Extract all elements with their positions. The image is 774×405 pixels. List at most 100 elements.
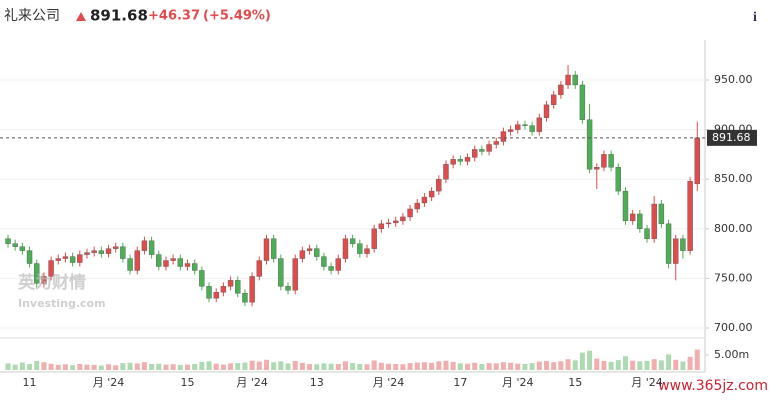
candle-body xyxy=(263,238,270,261)
volume-bar xyxy=(113,365,119,370)
candle-body xyxy=(594,167,600,170)
volume-bar xyxy=(220,364,226,370)
volume-bar xyxy=(335,364,341,370)
candle-body xyxy=(69,256,76,263)
candle-body xyxy=(378,223,385,229)
candle-body xyxy=(572,74,578,86)
candle-body xyxy=(199,270,205,287)
candle-body xyxy=(342,238,349,259)
x-tick-label: 13 xyxy=(310,376,324,389)
volume-bar xyxy=(443,360,449,370)
volume-bar xyxy=(508,362,514,370)
volume-bar xyxy=(658,360,664,370)
candle-body xyxy=(321,256,327,267)
volume-bar xyxy=(5,363,11,370)
x-tick-label: 15 xyxy=(181,376,195,389)
candle-body xyxy=(249,276,255,303)
volume-bar xyxy=(213,363,219,370)
volume-bar xyxy=(256,361,262,370)
candle-body xyxy=(292,258,298,291)
volume-bar xyxy=(637,361,643,370)
volume-bar xyxy=(206,361,212,370)
volume-bar xyxy=(608,361,614,370)
volume-bar xyxy=(551,362,557,370)
candle-body xyxy=(285,286,291,291)
volume-bar xyxy=(644,361,650,370)
volume-bar xyxy=(407,363,413,370)
stock-price: 891.68 xyxy=(90,7,148,25)
x-tick-label: 17 xyxy=(453,376,467,389)
volume-bar xyxy=(651,359,657,370)
volume-bar xyxy=(630,360,636,370)
candle-body xyxy=(522,124,528,126)
volume-bar xyxy=(472,362,478,370)
info-button[interactable]: i xyxy=(753,10,757,25)
volume-bar xyxy=(414,362,420,370)
candle-body xyxy=(400,216,406,222)
candle-body xyxy=(91,250,97,253)
candle-body xyxy=(62,256,69,259)
last-price-label: 891.68 xyxy=(712,131,751,144)
candle-body xyxy=(644,228,650,239)
candle-body xyxy=(12,243,18,247)
candle-body xyxy=(687,180,693,251)
volume-bar xyxy=(127,362,133,370)
candle-body xyxy=(349,238,356,244)
volume-bar xyxy=(91,364,97,370)
candle-body xyxy=(335,258,341,271)
volume-bar xyxy=(199,361,205,370)
candle-body xyxy=(98,250,105,254)
candle-body xyxy=(191,263,198,271)
candle-body xyxy=(586,119,593,170)
candle-body xyxy=(55,258,61,261)
candle-body xyxy=(385,222,392,225)
volume-bar xyxy=(170,364,176,370)
volume-bar xyxy=(299,362,305,370)
candle-body xyxy=(328,266,334,271)
volume-bar xyxy=(515,363,521,370)
volume-bar xyxy=(572,360,578,370)
candle-body xyxy=(421,196,428,204)
candle-body xyxy=(270,238,277,259)
candle-body xyxy=(673,238,679,264)
candle-body xyxy=(306,248,313,251)
candle-body xyxy=(235,280,241,294)
candle-body xyxy=(536,117,543,132)
x-tick-label: 月 '24 xyxy=(373,376,405,389)
candle-body xyxy=(651,203,657,239)
volume-tick-label: 5.00m xyxy=(714,348,749,361)
volume-bar xyxy=(694,349,700,370)
volume-bar xyxy=(235,363,241,370)
volume-bar xyxy=(307,364,313,370)
volume-bar xyxy=(70,365,76,370)
candle-body xyxy=(84,252,90,255)
candle-body xyxy=(493,141,499,145)
candle-body xyxy=(105,248,112,254)
volume-bar xyxy=(500,362,506,370)
candle-body xyxy=(206,286,212,299)
volume-bar xyxy=(27,364,33,370)
volume-bar xyxy=(285,363,291,370)
volume-bar xyxy=(386,363,392,370)
volume-bar xyxy=(457,363,463,370)
volume-bar xyxy=(278,361,284,370)
candle-body xyxy=(278,258,284,287)
candle-body xyxy=(558,84,564,96)
volume-bar xyxy=(271,362,277,370)
volume-bar xyxy=(321,363,327,370)
candle-body xyxy=(314,248,320,257)
candle-body xyxy=(543,104,550,118)
candle-body xyxy=(658,203,665,225)
x-tick-label: 11 xyxy=(23,376,37,389)
candle-body xyxy=(615,167,621,192)
volume-bar xyxy=(357,364,363,370)
candle-body xyxy=(428,190,435,198)
candle-body xyxy=(443,164,449,180)
x-tick-label: 月 '24 xyxy=(631,376,663,389)
candle-body xyxy=(507,129,514,132)
candle-body xyxy=(213,292,219,299)
x-tick-label: 月 '24 xyxy=(236,376,268,389)
candle-body xyxy=(77,254,83,263)
candle-body xyxy=(163,260,169,267)
